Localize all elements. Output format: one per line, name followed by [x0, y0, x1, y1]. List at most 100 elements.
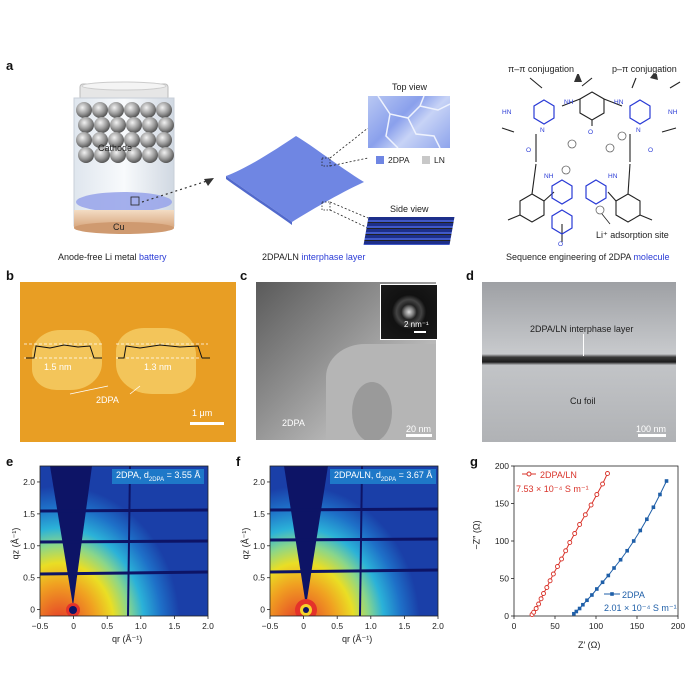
- data-point: [594, 492, 600, 497]
- giwaxs-e-ylabel: qz (Å⁻¹): [10, 527, 21, 560]
- eis-chart: 0 50 100 150 200 0 50 100 150 200: [495, 461, 686, 631]
- x-tick-label: −0.5: [262, 621, 279, 631]
- data-point: [651, 505, 656, 510]
- data-point: [572, 611, 576, 616]
- layer-caption: 2DPA/LN interphase layer: [262, 252, 365, 262]
- legend-2dpa-swatch: [376, 156, 384, 164]
- molecule-caption: Sequence engineering of 2DPA molecule: [506, 252, 669, 262]
- x-tick-label: 2.0: [202, 621, 214, 631]
- data-point: [547, 578, 553, 584]
- y-tick-label: 2.0: [23, 477, 35, 487]
- data-point: [606, 573, 611, 578]
- x-tick-label: 0.5: [331, 621, 343, 631]
- afm-2dpa-label: 2DPA: [96, 395, 119, 405]
- data-point: [638, 528, 643, 533]
- y-tick-label: 150: [495, 499, 509, 509]
- dotted-arrow: [141, 178, 214, 203]
- y-tick-label: 0.5: [23, 573, 35, 583]
- data-point: [631, 539, 636, 543]
- data-point: [559, 556, 565, 562]
- cathode-label: Cathode: [98, 143, 133, 153]
- data-point: [618, 557, 623, 562]
- panel-c-label: c: [240, 268, 248, 283]
- giwaxs-f-xlabel: qr (Å⁻¹): [342, 634, 373, 644]
- data-point: [572, 531, 578, 536]
- panel-b-label: b: [6, 268, 14, 283]
- data-point: [582, 512, 588, 518]
- sem-foil-label: Cu foil: [570, 396, 596, 406]
- giwaxs-f-axes: −0.5 0 0.5 1.0 1.5 2.0 0 0.5 1.0 1.5 2.0: [253, 465, 444, 631]
- svg-text:N: N: [540, 127, 545, 134]
- data-point: [645, 517, 649, 522]
- series-line-2: [573, 480, 667, 615]
- eis-s1-name: 2DPA/LN: [540, 470, 577, 480]
- data-point: [544, 585, 550, 590]
- svg-text:N: N: [636, 127, 641, 134]
- data-point: [625, 548, 629, 553]
- data-point: [550, 571, 556, 577]
- legend-ln-swatch: [422, 156, 430, 164]
- sem-scale-bar: [638, 434, 666, 437]
- data-point: [574, 609, 579, 614]
- giwaxs-f-sub: 2DPA: [380, 476, 397, 483]
- svg-text:HN: HN: [614, 99, 624, 106]
- giwaxs-f-ylabel: qz (Å⁻¹): [240, 527, 251, 560]
- giwaxs-e-sub: 2DPA: [148, 476, 165, 483]
- legend-ln-label: LN: [434, 155, 445, 165]
- giwaxs-e-value: = 3.55 Å: [164, 470, 201, 480]
- svg-text:HN: HN: [608, 173, 618, 180]
- p-pi-label: p–π conjugation: [612, 64, 677, 74]
- battery-caption: Anode-free Li metal battery: [58, 252, 167, 262]
- y-tick-label: 0: [30, 605, 35, 615]
- svg-text:NH: NH: [668, 109, 678, 116]
- x-tick-label: 1.0: [365, 621, 377, 631]
- li-adsorption-label: Li⁺ adsorption site: [596, 230, 669, 240]
- data-point: [536, 601, 542, 607]
- molecule-caption-blue: molecule: [633, 252, 670, 262]
- molecule-caption-text: Sequence engineering of 2DPA: [506, 252, 634, 262]
- legend-marker-2: [610, 592, 614, 596]
- x-tick-label: 1.0: [135, 621, 147, 631]
- legend-2dpa-label: 2DPA: [388, 155, 410, 165]
- x-tick-label: 150: [630, 621, 644, 631]
- fft-scale-text: 2 nm⁻¹: [404, 320, 429, 329]
- panel-f-label: f: [236, 454, 241, 469]
- molecule-structure: NH HN N N O O NH HN HN NH O O: [501, 74, 681, 248]
- x-tick-label: 200: [671, 621, 685, 631]
- svg-text:O: O: [558, 241, 563, 248]
- afm-height-1: 1.5 nm: [44, 362, 72, 372]
- data-point: [600, 481, 606, 487]
- battery-caption-blue: battery: [139, 252, 167, 262]
- giwaxs-f-image: [270, 466, 438, 616]
- data-point: [600, 580, 605, 585]
- giwaxs-e-title-box: 2DPA, d2DPA = 3.55 Å: [112, 469, 205, 484]
- panel-d-label: d: [466, 268, 474, 283]
- panel-a-label: a: [6, 58, 14, 73]
- data-point: [563, 548, 569, 554]
- afm-image: [20, 282, 236, 442]
- y-tick-label: 0.5: [253, 573, 265, 583]
- layer-caption-blue: interphase layer: [301, 252, 366, 262]
- legend-marker-1: [526, 471, 532, 477]
- y-tick-label: 1.0: [23, 541, 35, 551]
- fft-scale-bar: [414, 331, 426, 333]
- data-point: [567, 540, 573, 545]
- sem-image: [482, 282, 676, 442]
- x-tick-label: 1.5: [398, 621, 410, 631]
- panel-g-label: g: [470, 454, 478, 469]
- x-tick-label: 50: [550, 621, 560, 631]
- side-view-label: Side view: [390, 204, 429, 214]
- top-view-cracks: [377, 96, 450, 148]
- x-tick-label: 1.5: [168, 621, 180, 631]
- tem-scale-text: 20 nm: [406, 424, 432, 434]
- data-point: [581, 602, 585, 607]
- data-point: [590, 593, 594, 597]
- data-point: [595, 587, 599, 591]
- top-view-label: Top view: [392, 82, 428, 92]
- data-point: [538, 596, 544, 602]
- svg-text:HN: HN: [502, 109, 512, 116]
- x-tick-label: 0: [71, 621, 76, 631]
- y-tick-label: 1.0: [253, 541, 265, 551]
- y-tick-label: 0: [504, 611, 509, 621]
- giwaxs-f-title-box: 2DPA/LN, d2DPA = 3.67 Å: [330, 469, 437, 484]
